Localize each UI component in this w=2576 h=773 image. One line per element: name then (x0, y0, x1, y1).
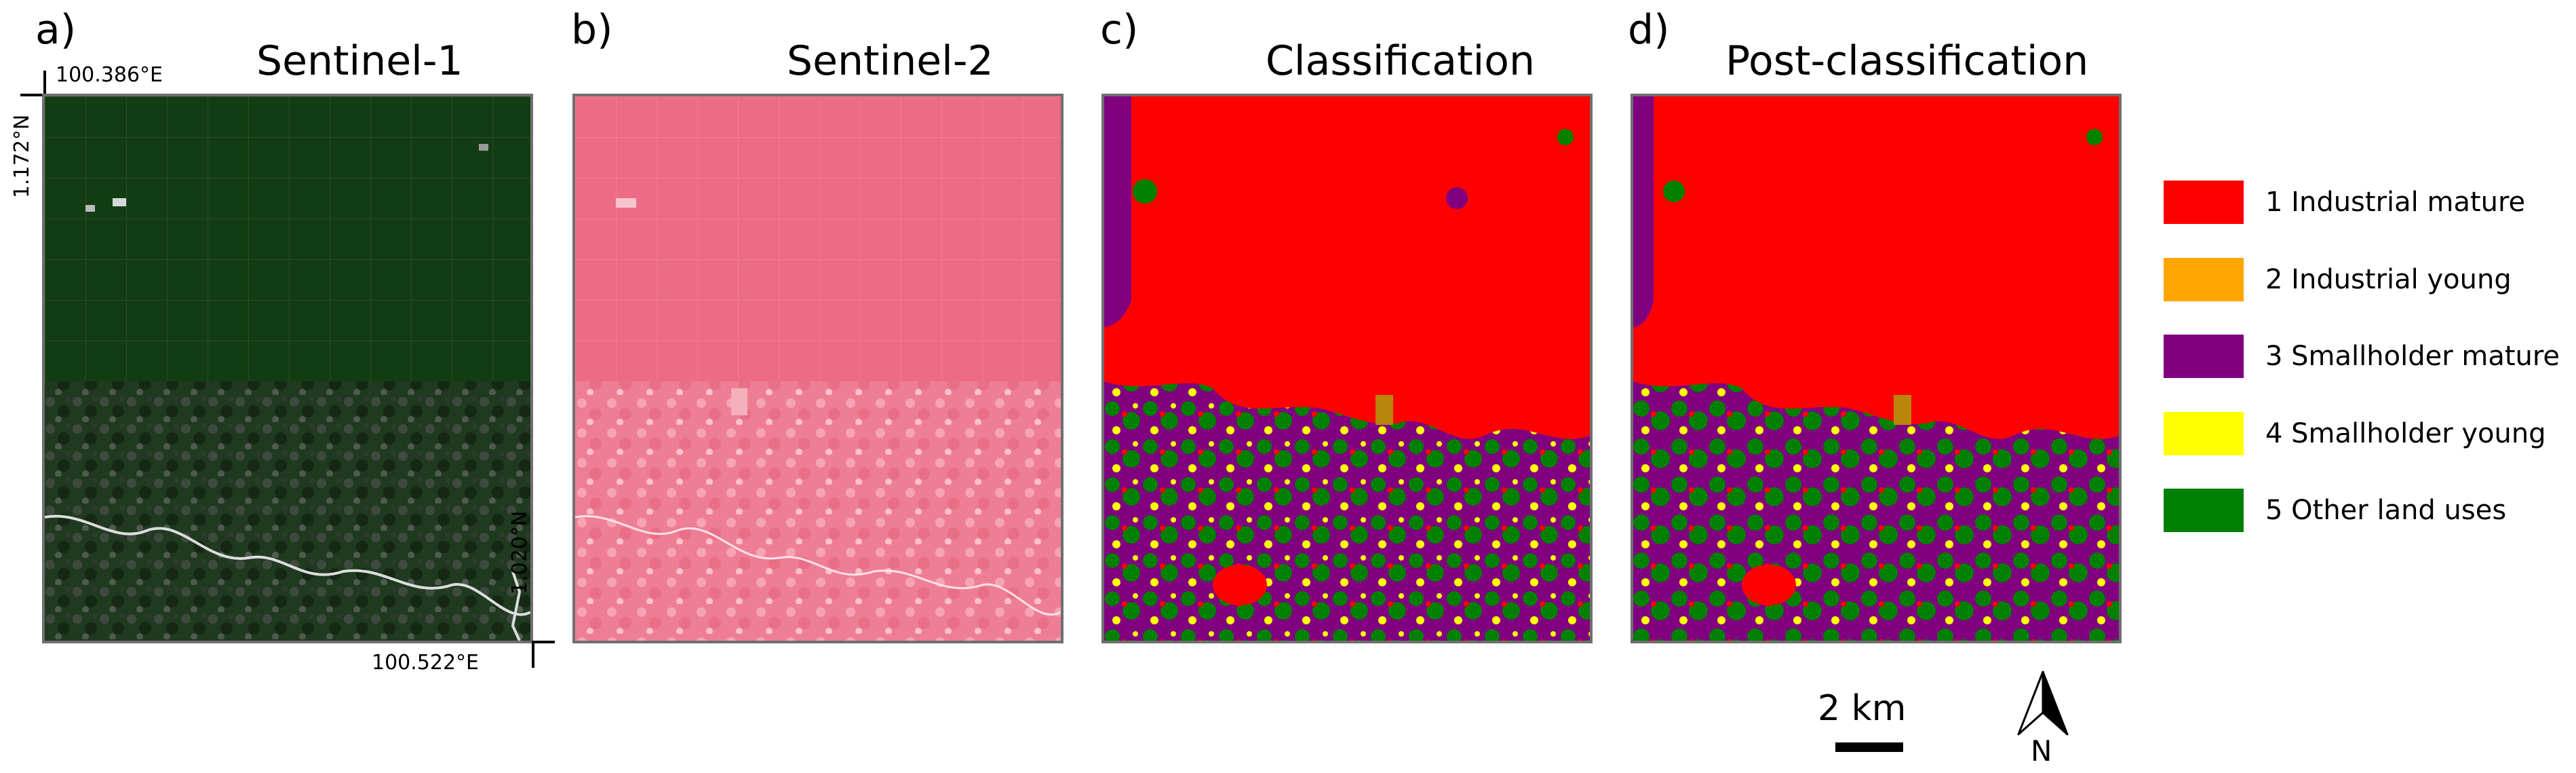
legend-swatch (2164, 181, 2244, 224)
panel-a-letter: a) (35, 6, 77, 54)
sentinel-1-map (42, 94, 533, 643)
lon-tick-bottom (532, 641, 534, 668)
panel-b-title: Sentinel-2 (787, 37, 994, 85)
legend-swatch (2164, 335, 2244, 378)
panel-b-letter: b) (571, 6, 613, 54)
panel-d-letter: d) (1628, 6, 1670, 54)
scale-bar (1835, 742, 1903, 752)
legend-label: 5 Other land uses (2265, 495, 2507, 526)
classification-map (1101, 94, 1593, 643)
lon-tick (43, 71, 46, 98)
top-left-latitude: 1.172°N (10, 114, 34, 198)
legend-label: 3 Smallholder mature (2265, 341, 2560, 372)
legend-label: 1 Industrial mature (2265, 187, 2526, 218)
panel-d-title: Post-classification (1725, 37, 2089, 85)
legend-label: 4 Smallholder young (2265, 418, 2546, 449)
north-arrow-icon (2009, 669, 2077, 737)
lat-tick-bottom (532, 641, 555, 643)
north-arrow-label: N (2031, 734, 2052, 768)
panel-a-title: Sentinel-1 (256, 37, 463, 85)
legend-swatch (2164, 258, 2244, 301)
scale-bar-label: 2 km (1818, 688, 1907, 729)
top-left-longitude: 100.386°E (56, 63, 163, 87)
bottom-right-longitude: 100.522°E (372, 651, 480, 675)
panel-c-title: Classification (1266, 37, 1536, 85)
legend-label: 2 Industrial young (2265, 264, 2512, 295)
bottom-right-latitude: 1.020°N (508, 510, 532, 595)
lat-tick (20, 94, 47, 96)
sentinel-2-map (572, 94, 1063, 643)
legend-swatch (2164, 489, 2244, 532)
post-classification-map (1631, 94, 2122, 643)
panel-c-letter: c) (1100, 6, 1139, 54)
legend-swatch (2164, 412, 2244, 455)
